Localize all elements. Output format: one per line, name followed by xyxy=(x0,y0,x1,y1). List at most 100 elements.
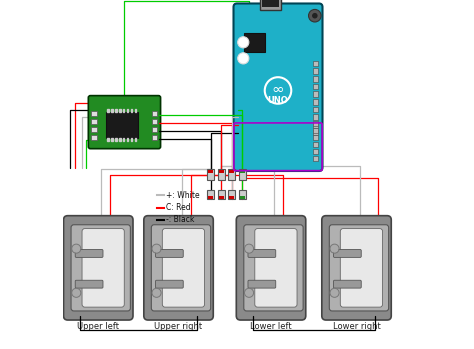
Bar xyxy=(209,170,213,173)
FancyBboxPatch shape xyxy=(82,229,124,307)
Bar xyxy=(207,190,214,199)
Circle shape xyxy=(331,245,338,252)
Bar xyxy=(313,130,318,135)
Bar xyxy=(218,169,225,180)
Text: UNO: UNO xyxy=(268,96,288,105)
FancyBboxPatch shape xyxy=(237,216,306,320)
Bar xyxy=(313,156,318,161)
FancyBboxPatch shape xyxy=(255,229,297,307)
Bar xyxy=(229,196,234,199)
FancyBboxPatch shape xyxy=(75,280,103,288)
FancyBboxPatch shape xyxy=(144,216,213,320)
Bar xyxy=(313,68,318,74)
Circle shape xyxy=(331,289,338,296)
FancyBboxPatch shape xyxy=(244,225,303,311)
Bar xyxy=(313,122,318,128)
FancyBboxPatch shape xyxy=(234,3,322,171)
Bar xyxy=(152,119,157,124)
Circle shape xyxy=(246,245,253,252)
Bar xyxy=(218,190,225,199)
FancyBboxPatch shape xyxy=(75,250,103,258)
Bar xyxy=(131,109,132,112)
Circle shape xyxy=(246,289,253,296)
FancyBboxPatch shape xyxy=(71,225,130,311)
Bar xyxy=(115,109,117,112)
Bar xyxy=(313,114,318,120)
FancyBboxPatch shape xyxy=(64,216,133,320)
Bar xyxy=(313,135,318,140)
Bar xyxy=(107,109,109,112)
FancyBboxPatch shape xyxy=(248,280,276,288)
Circle shape xyxy=(73,245,80,252)
Bar xyxy=(219,196,224,199)
FancyBboxPatch shape xyxy=(88,96,161,149)
Bar xyxy=(123,109,125,112)
FancyBboxPatch shape xyxy=(106,112,137,138)
Circle shape xyxy=(309,9,321,22)
Text: +: White: +: White xyxy=(166,191,200,200)
Text: Lower right: Lower right xyxy=(333,322,381,331)
Bar xyxy=(115,138,117,141)
FancyBboxPatch shape xyxy=(322,216,391,320)
Bar xyxy=(313,121,318,126)
Bar xyxy=(207,169,214,180)
Bar xyxy=(127,109,128,112)
FancyBboxPatch shape xyxy=(244,33,265,52)
Circle shape xyxy=(312,13,318,18)
Bar xyxy=(111,138,113,141)
Bar xyxy=(131,138,132,141)
Bar xyxy=(219,170,224,173)
FancyBboxPatch shape xyxy=(162,229,205,307)
Bar xyxy=(91,135,97,140)
Bar xyxy=(135,138,136,141)
Circle shape xyxy=(153,245,160,252)
Bar xyxy=(313,91,318,97)
Bar xyxy=(111,109,113,112)
Bar xyxy=(239,190,246,199)
FancyBboxPatch shape xyxy=(334,250,361,258)
Bar xyxy=(229,170,234,173)
Bar xyxy=(91,127,97,132)
Text: C: Red: C: Red xyxy=(166,203,191,212)
Bar xyxy=(91,119,97,124)
FancyBboxPatch shape xyxy=(334,280,361,288)
Bar xyxy=(240,196,245,199)
Circle shape xyxy=(237,53,249,64)
Bar xyxy=(152,135,157,140)
Bar xyxy=(127,138,128,141)
Bar xyxy=(262,0,279,7)
FancyBboxPatch shape xyxy=(155,280,183,288)
Text: ∞: ∞ xyxy=(272,82,284,97)
Bar xyxy=(313,142,318,147)
Bar xyxy=(313,107,318,112)
Bar xyxy=(91,111,97,116)
Bar xyxy=(313,99,318,105)
Bar xyxy=(119,138,120,141)
Bar xyxy=(313,84,318,89)
Circle shape xyxy=(237,37,249,48)
Bar xyxy=(228,190,235,199)
Bar xyxy=(209,196,213,199)
Bar xyxy=(313,128,318,133)
FancyBboxPatch shape xyxy=(155,250,183,258)
Bar xyxy=(123,138,125,141)
Bar xyxy=(119,109,120,112)
Text: Upper right: Upper right xyxy=(155,322,202,331)
Circle shape xyxy=(73,289,80,296)
Text: -: Black: -: Black xyxy=(166,215,194,224)
Bar xyxy=(313,76,318,82)
Bar xyxy=(228,169,235,180)
Bar xyxy=(313,149,318,154)
FancyBboxPatch shape xyxy=(340,229,383,307)
FancyBboxPatch shape xyxy=(248,250,276,258)
Bar xyxy=(107,138,109,141)
FancyBboxPatch shape xyxy=(151,225,210,311)
Bar xyxy=(135,109,136,112)
Text: Upper left: Upper left xyxy=(77,322,119,331)
Bar xyxy=(239,169,246,180)
Bar xyxy=(152,127,157,132)
Text: Lower left: Lower left xyxy=(250,322,292,331)
Bar xyxy=(313,61,318,66)
FancyBboxPatch shape xyxy=(329,225,389,311)
Bar xyxy=(152,111,157,116)
